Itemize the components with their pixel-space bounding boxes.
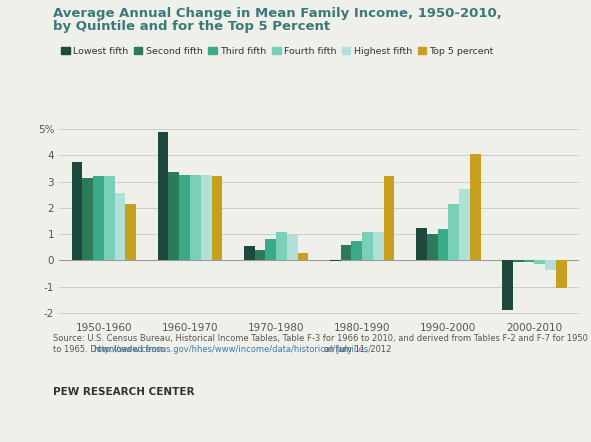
Bar: [158, 132, 168, 260]
Bar: [513, 260, 524, 262]
Bar: [212, 176, 222, 260]
Text: to 1965. Downloaded from: to 1965. Downloaded from: [53, 345, 168, 354]
Bar: [534, 260, 545, 264]
Bar: [82, 178, 93, 260]
Bar: [265, 239, 276, 260]
Bar: [437, 229, 449, 260]
Bar: [502, 260, 513, 310]
Bar: [168, 172, 179, 260]
Bar: [287, 236, 298, 260]
Text: by Quintile and for the Top 5 Percent: by Quintile and for the Top 5 Percent: [53, 20, 330, 33]
Text: http://www.census.gov/hhes/www/income/data/historical/families/: http://www.census.gov/hhes/www/income/da…: [93, 345, 372, 354]
Text: PEW RESEARCH CENTER: PEW RESEARCH CENTER: [53, 387, 194, 397]
Bar: [352, 241, 362, 260]
Bar: [362, 232, 373, 260]
Bar: [470, 154, 480, 260]
Legend: Lowest fifth, Second fifth, Third fifth, Fourth fifth, Highest fifth, Top 5 perc: Lowest fifth, Second fifth, Third fifth,…: [61, 47, 494, 56]
Bar: [556, 260, 567, 288]
Bar: [93, 176, 104, 260]
Bar: [115, 193, 125, 260]
Bar: [330, 260, 340, 261]
Bar: [201, 175, 212, 260]
Bar: [373, 232, 384, 260]
Text: Source: U.S. Census Bureau, Historical Income Tables, Table F-3 for 1966 to 2010: Source: U.S. Census Bureau, Historical I…: [53, 334, 588, 343]
Bar: [104, 176, 115, 260]
Bar: [524, 260, 534, 262]
Bar: [340, 245, 352, 260]
Bar: [427, 234, 437, 260]
Bar: [190, 175, 201, 260]
Bar: [255, 250, 265, 260]
Bar: [276, 232, 287, 260]
Bar: [545, 260, 556, 270]
Text: Average Annual Change in Mean Family Income, 1950-2010,: Average Annual Change in Mean Family Inc…: [53, 7, 502, 19]
Bar: [244, 246, 255, 260]
Bar: [72, 162, 82, 260]
Bar: [179, 175, 190, 260]
Bar: [125, 204, 136, 260]
Text: on July 11, 2012: on July 11, 2012: [321, 345, 391, 354]
Bar: [449, 204, 459, 260]
Bar: [416, 228, 427, 260]
Bar: [298, 253, 309, 260]
Bar: [384, 176, 394, 260]
Bar: [459, 190, 470, 260]
